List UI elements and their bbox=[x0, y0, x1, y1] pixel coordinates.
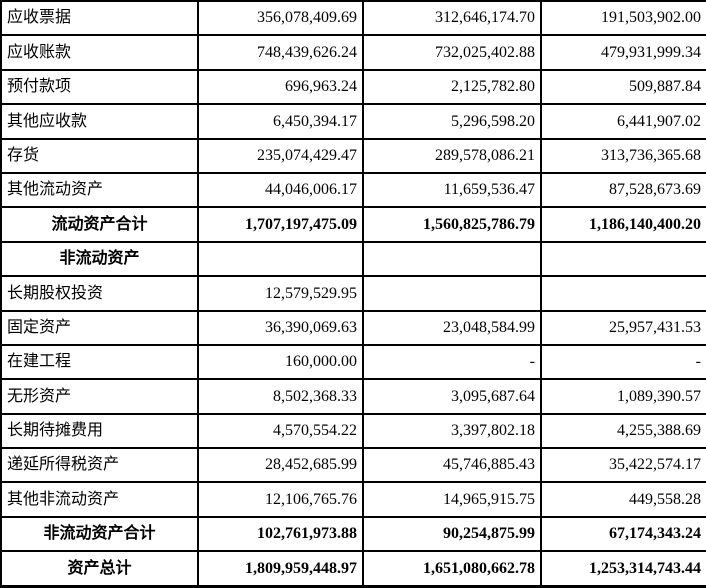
value-cell bbox=[362, 240, 542, 278]
section-label-cell: 流动资产合计 bbox=[0, 206, 199, 243]
table-row: 在建工程 160,000.00- - bbox=[0, 343, 706, 381]
value-cell: 696,963.24 bbox=[197, 68, 364, 106]
row-label-cell: 其他流动资产 bbox=[0, 171, 199, 209]
value-cell: 8,502,368.33 bbox=[197, 378, 364, 415]
row-label-cell: 应收账款 bbox=[0, 34, 199, 71]
value-cell: 732,025,402.88 bbox=[362, 34, 542, 71]
value-cell: - bbox=[540, 343, 706, 381]
value-cell: 25,957,431.53 bbox=[540, 309, 706, 346]
row-label-cell: 其他非流动资产 bbox=[0, 481, 199, 518]
table-row: 应收票据 356,078,409.69 312,646,174.70 191,503,… bbox=[0, 0, 706, 37]
table-row: 存货 235,074,429.47 289,578,086.21 313,736,36… bbox=[0, 137, 706, 174]
row-label-cell: 存货 bbox=[0, 137, 199, 174]
value-cell: 748,439,626.24 bbox=[197, 34, 364, 71]
value-cell: 102,761,973.88 bbox=[197, 515, 364, 553]
value-cell: 4,255,388.69 bbox=[540, 412, 706, 450]
table-row: 其他非流动资产 12,106,765.76 14,965,915.75 449,558… bbox=[0, 481, 706, 518]
value-cell: 479,931,999.34 bbox=[540, 34, 706, 71]
value-cell: 1,186,140,400.20 bbox=[540, 206, 706, 243]
table-row: 其他应收款 6,450,394.17 5,296,598.20 6,441,907.0… bbox=[0, 103, 706, 140]
table-row: 长期待摊费用 4,570,554.22 3,397,802.18 4,255,388.… bbox=[0, 412, 706, 450]
value-cell: 67,174,343.24 bbox=[540, 515, 706, 553]
row-label-cell: 在建工程 bbox=[0, 343, 199, 381]
row-label-cell: 长期待摊费用 bbox=[0, 412, 199, 450]
row-label-cell: 无形资产 bbox=[0, 378, 199, 415]
value-cell: 160,000.00 bbox=[197, 343, 364, 381]
row-label-cell: 预付款项 bbox=[0, 68, 199, 106]
value-cell: 313,736,365.68 bbox=[540, 137, 706, 174]
row-label-cell: 固定资产 bbox=[0, 309, 199, 346]
value-cell: 1,253,314,743.44 bbox=[540, 550, 706, 588]
value-cell: 45,746,885.43 bbox=[362, 447, 542, 484]
value-cell: 4,570,554.22 bbox=[197, 412, 364, 450]
value-cell: 191,503,902.00 bbox=[540, 0, 706, 37]
value-cell: 35,422,574.17 bbox=[540, 447, 706, 484]
table-row: 流动资产合计 1,707,197,475.09 1,560,825,786.79 1,… bbox=[0, 206, 706, 243]
value-cell bbox=[540, 275, 706, 312]
value-cell: 87,528,673.69 bbox=[540, 171, 706, 209]
value-cell bbox=[362, 275, 542, 312]
value-cell: 449,558.28 bbox=[540, 481, 706, 518]
value-cell: - bbox=[362, 343, 542, 381]
value-cell: 12,106,765.76 bbox=[197, 481, 364, 518]
value-cell: 1,560,825,786.79 bbox=[362, 206, 542, 243]
value-cell: 2,125,782.80 bbox=[362, 68, 542, 106]
row-label-cell: 递延所得税资产 bbox=[0, 447, 199, 484]
value-cell: 235,074,429.47 bbox=[197, 137, 364, 174]
value-cell bbox=[197, 240, 364, 278]
row-label-cell: 长期股权投资 bbox=[0, 275, 199, 312]
table-row: 长期股权投资 12,579,529.95 bbox=[0, 275, 706, 312]
value-cell: 12,579,529.95 bbox=[197, 275, 364, 312]
value-cell: 36,390,069.63 bbox=[197, 309, 364, 346]
value-cell: 6,441,907.02 bbox=[540, 103, 706, 140]
value-cell: 6,450,394.17 bbox=[197, 103, 364, 140]
table-row: 非流动资产合计 102,761,973.88 90,254,875.99 67,174… bbox=[0, 515, 706, 553]
value-cell: 5,296,598.20 bbox=[362, 103, 542, 140]
section-label-cell: 非流动资产合计 bbox=[0, 515, 199, 553]
value-cell: 312,646,174.70 bbox=[362, 0, 542, 37]
section-label-cell: 资产总计 bbox=[0, 550, 199, 588]
value-cell: 1,089,390.57 bbox=[540, 378, 706, 415]
value-cell: 11,659,536.47 bbox=[362, 171, 542, 209]
value-cell: 1,809,959,448.97 bbox=[197, 550, 364, 588]
value-cell: 1,651,080,662.78 bbox=[362, 550, 542, 588]
row-label-cell: 应收票据 bbox=[0, 0, 199, 37]
value-cell: 14,965,915.75 bbox=[362, 481, 542, 518]
table-row: 递延所得税资产 28,452,685.99 45,746,885.43 35,422,… bbox=[0, 447, 706, 484]
value-cell: 289,578,086.21 bbox=[362, 137, 542, 174]
value-cell: 3,095,687.64 bbox=[362, 378, 542, 415]
table-row: 其他流动资产 44,046,006.17 11,659,536.47 87,528,6… bbox=[0, 171, 706, 209]
value-cell: 356,078,409.69 bbox=[197, 0, 364, 37]
value-cell: 90,254,875.99 bbox=[362, 515, 542, 553]
value-cell: 28,452,685.99 bbox=[197, 447, 364, 484]
value-cell: 23,048,584.99 bbox=[362, 309, 542, 346]
value-cell: 44,046,006.17 bbox=[197, 171, 364, 209]
table-row: 无形资产 8,502,368.33 3,095,687.64 1,089,390.57 bbox=[0, 378, 706, 415]
value-cell: 509,887.84 bbox=[540, 68, 706, 106]
table-row: 资产总计 1,809,959,448.97 1,651,080,662.78 1,25… bbox=[0, 550, 706, 588]
value-cell: 3,397,802.18 bbox=[362, 412, 542, 450]
table-row: 非流动资产 bbox=[0, 240, 706, 278]
table-row: 固定资产 36,390,069.63 23,048,584.99 25,957,431… bbox=[0, 309, 706, 346]
value-cell: 1,707,197,475.09 bbox=[197, 206, 364, 243]
table-row: 预付款项 696,963.24 2,125,782.80 509,887.84 bbox=[0, 68, 706, 106]
section-label-cell: 非流动资产 bbox=[0, 240, 199, 278]
value-cell bbox=[540, 240, 706, 278]
table-row: 应收账款 748,439,626.24 732,025,402.88 479,931,… bbox=[0, 34, 706, 71]
row-label-cell: 其他应收款 bbox=[0, 103, 199, 140]
